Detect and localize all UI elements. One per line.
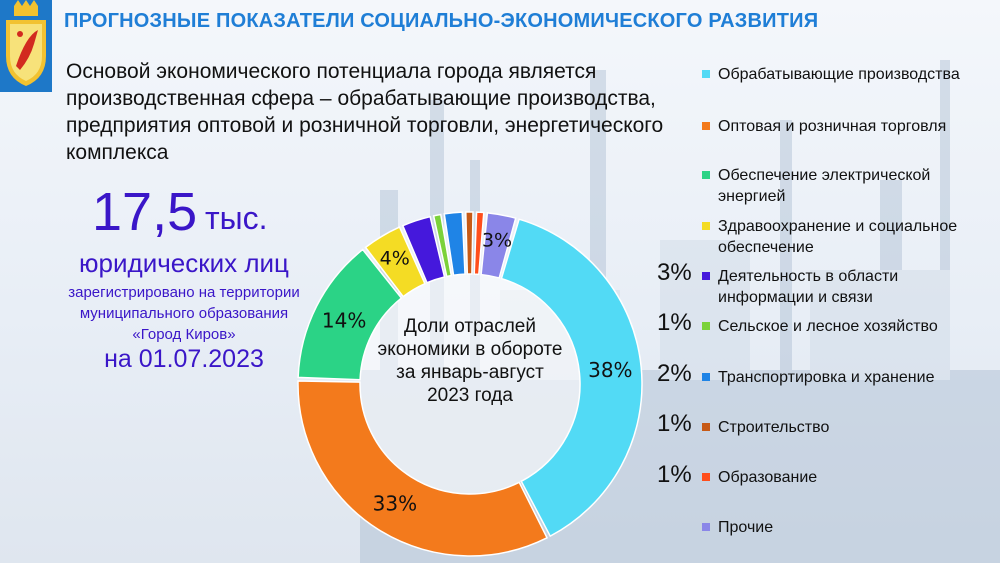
slice-value-label: 33% xyxy=(373,491,417,515)
slice-value-label: 2% xyxy=(657,360,692,387)
donut-slice xyxy=(297,248,403,381)
donut-slice xyxy=(401,215,446,284)
slice-value-label: 1% xyxy=(657,461,692,488)
legend-swatch xyxy=(702,322,710,330)
donut-slice xyxy=(465,211,474,275)
legal-entities-description: зарегистрировано на территории муниципал… xyxy=(68,284,300,343)
legend-label: Сельское и лесное хозяйство xyxy=(718,318,938,335)
legend-swatch xyxy=(702,70,710,78)
legend-swatch xyxy=(702,222,710,230)
legend-swatch xyxy=(702,171,710,179)
legend-swatch xyxy=(702,473,710,481)
legend-swatch xyxy=(702,423,710,431)
legend-label: Образование xyxy=(718,469,818,486)
coat-of-arms-logo xyxy=(0,0,52,92)
legal-entities-noun: юридических лиц xyxy=(79,248,289,278)
donut-slice xyxy=(297,380,549,557)
slice-value-label: 14% xyxy=(322,308,366,332)
donut-slice xyxy=(480,212,517,279)
legend-swatch xyxy=(702,272,710,280)
intro-paragraph: Основой экономического потенциала города… xyxy=(66,60,664,164)
slice-value-label: 38% xyxy=(588,358,632,382)
slice-value-label: 1% xyxy=(657,309,692,336)
legend-label: Оптовая и розничная торговля xyxy=(718,118,947,135)
legend-label: Обрабатывающие производства xyxy=(718,66,960,83)
legend-label: Здравоохранение и социальное обеспечение xyxy=(718,218,958,256)
slice-value-label: 4% xyxy=(380,248,410,270)
legend-swatch xyxy=(702,373,710,381)
donut-center-label: Доли отраслей экономики в обороте за янв… xyxy=(377,316,563,406)
donut-hole xyxy=(360,274,580,494)
slice-value-label: 3% xyxy=(657,259,692,286)
donut-slice xyxy=(500,218,643,538)
legal-entities-date: на 01.07.2023 xyxy=(104,345,264,373)
legal-entities-count: 17,5 xyxy=(92,182,198,242)
slice-value-label: 1% xyxy=(657,410,692,437)
legend-label: Деятельность в области информации и связ… xyxy=(718,268,899,306)
legend-swatch xyxy=(702,122,710,130)
donut-slice xyxy=(432,213,453,278)
legend-label: Строительство xyxy=(718,419,830,436)
page-title: ПРОГНОЗНЫЕ ПОКАЗАТЕЛИ СОЦИАЛЬНО-ЭКОНОМИЧ… xyxy=(64,10,819,32)
donut-slice xyxy=(443,211,466,277)
legend-swatch xyxy=(702,523,710,531)
legal-entities-unit: тыс. xyxy=(205,200,268,236)
donut-slice xyxy=(364,226,426,298)
donut-slice xyxy=(473,211,485,276)
legend-label: Транспортировка и хранение xyxy=(718,369,935,386)
slice-value-label: 3% xyxy=(482,230,512,252)
legend-label: Прочие xyxy=(718,519,774,536)
legend-label: Обеспечение электрической энергией xyxy=(718,167,931,205)
